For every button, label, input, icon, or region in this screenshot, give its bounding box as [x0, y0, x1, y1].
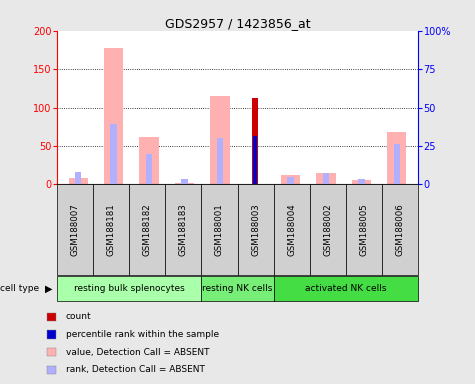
- Title: GDS2957 / 1423856_at: GDS2957 / 1423856_at: [165, 17, 310, 30]
- Bar: [254, 136, 257, 184]
- Bar: [323, 173, 329, 184]
- Text: GSM188003: GSM188003: [251, 203, 260, 256]
- Bar: [394, 144, 400, 184]
- Text: GSM188007: GSM188007: [71, 203, 79, 256]
- Bar: [111, 124, 117, 184]
- Text: resting bulk splenocytes: resting bulk splenocytes: [74, 285, 185, 293]
- Bar: [316, 173, 336, 184]
- Bar: [252, 98, 258, 184]
- Bar: [358, 179, 364, 184]
- Bar: [287, 177, 294, 184]
- Bar: [210, 96, 229, 184]
- Text: GSM188004: GSM188004: [287, 203, 296, 256]
- Bar: [68, 178, 88, 184]
- Text: rank, Detection Call = ABSENT: rank, Detection Call = ABSENT: [66, 365, 204, 374]
- Text: GSM188183: GSM188183: [179, 203, 188, 256]
- Text: GSM188181: GSM188181: [107, 203, 115, 256]
- Bar: [139, 137, 159, 184]
- Bar: [217, 138, 223, 184]
- Text: activated NK cells: activated NK cells: [305, 285, 387, 293]
- Text: GSM188182: GSM188182: [143, 203, 152, 256]
- Text: count: count: [66, 312, 91, 321]
- Text: value, Detection Call = ABSENT: value, Detection Call = ABSENT: [66, 348, 209, 357]
- Text: percentile rank within the sample: percentile rank within the sample: [66, 330, 219, 339]
- Text: GSM188006: GSM188006: [396, 203, 404, 256]
- Bar: [104, 48, 124, 184]
- Text: ▶: ▶: [45, 284, 53, 294]
- Bar: [387, 132, 407, 184]
- Bar: [75, 172, 81, 184]
- Bar: [281, 175, 300, 184]
- Text: cell type: cell type: [0, 285, 39, 293]
- Bar: [146, 154, 152, 184]
- Text: GSM188001: GSM188001: [215, 203, 224, 256]
- Bar: [175, 183, 194, 184]
- Bar: [352, 180, 371, 184]
- Text: resting NK cells: resting NK cells: [202, 285, 273, 293]
- Text: GSM188002: GSM188002: [323, 203, 332, 256]
- Bar: [181, 179, 188, 184]
- Text: GSM188005: GSM188005: [360, 203, 368, 256]
